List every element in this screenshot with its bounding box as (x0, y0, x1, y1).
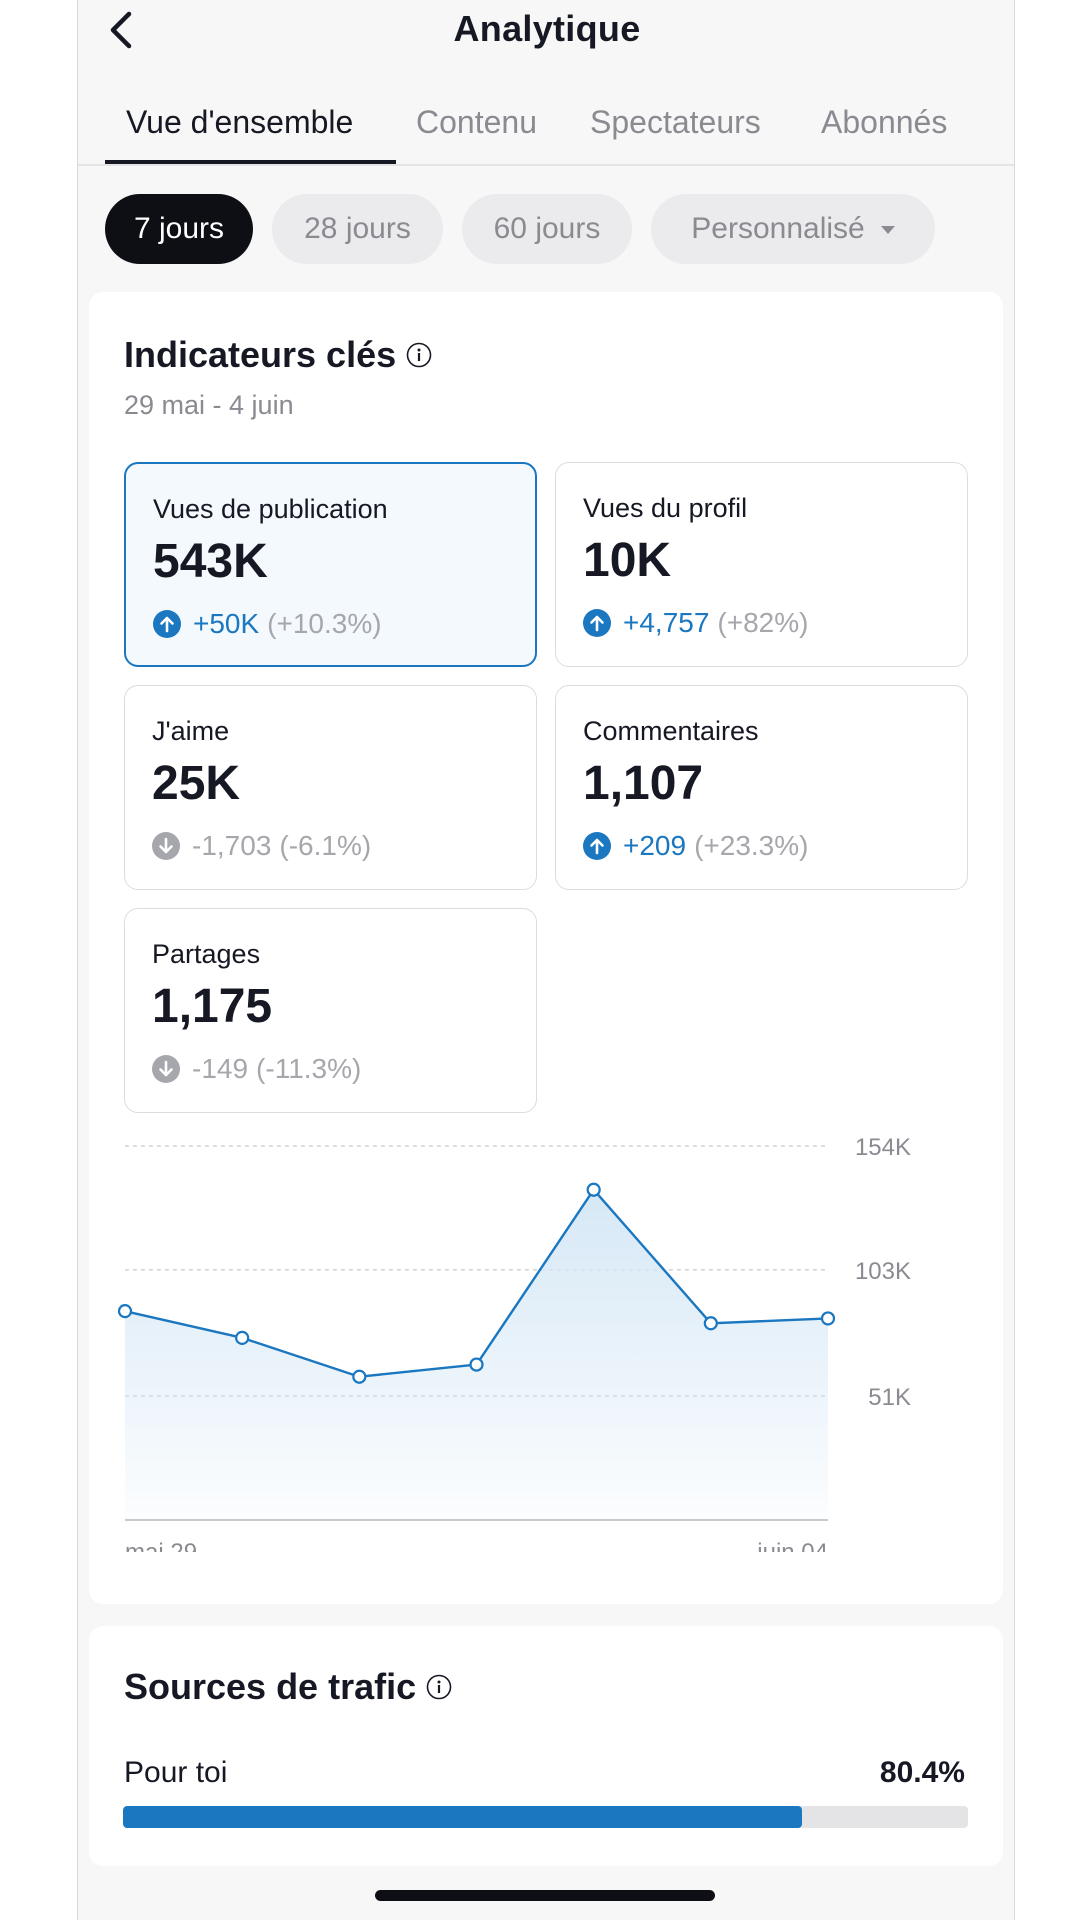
data-point (703, 1316, 718, 1331)
metric-value: 1,107 (583, 757, 704, 810)
metric-shares[interactable]: Partages 1,175 -149 (-11.3%) (124, 908, 537, 1113)
chevron-left-icon (110, 11, 132, 49)
y-tick-label: 51K (868, 1384, 911, 1411)
metric-delta: +4,757 (+82%) (583, 607, 808, 639)
metric-comments[interactable]: Commentaires 1,107 +209 (+23.3%) (555, 685, 968, 890)
analytics-screen: Analytique Vue d'ensemble Contenu Specta… (77, 0, 1015, 1920)
header: Analytique (78, 0, 1014, 60)
arrow-up-circle-icon (583, 609, 611, 637)
period-60-days[interactable]: 60 jours (462, 194, 632, 264)
delta-percent: (-6.1%) (279, 830, 372, 861)
x-tick-label: juin 04 (756, 1539, 828, 1552)
metric-label: Partages (152, 939, 261, 969)
metric-value: 10K (583, 534, 672, 587)
metric-value: 25K (152, 757, 241, 810)
delta-value: -149 (192, 1053, 249, 1084)
metric-value: 1,175 (152, 980, 273, 1033)
data-point (117, 1304, 133, 1319)
tab-followers[interactable]: Abonnés (821, 104, 948, 140)
traffic-sources-card: Sources de trafic Pour toi 80.4% (89, 1626, 1003, 1866)
metric-delta: +50K (+10.3%) (153, 608, 382, 640)
key-metrics-title-text: Indicateurs clés (124, 334, 397, 375)
data-point (352, 1369, 367, 1384)
metric-label: Vues du profil (583, 493, 748, 523)
delta-percent: (+82%) (717, 607, 809, 638)
data-point (820, 1311, 836, 1326)
traffic-source-percent: 80.4% (879, 1756, 965, 1789)
metric-delta: +209 (+23.3%) (583, 830, 808, 862)
tab-bar: Vue d'ensemble Contenu Spectateurs Abonn… (78, 90, 1014, 166)
arrow-down-circle-icon (152, 1055, 180, 1083)
traffic-title-text: Sources de trafic (124, 1666, 417, 1707)
data-point (586, 1182, 601, 1197)
arrow-up-circle-icon (583, 832, 611, 860)
tab-overview[interactable]: Vue d'ensemble (126, 104, 354, 140)
period-28-days[interactable]: 28 jours (272, 194, 443, 264)
back-button[interactable] (98, 4, 146, 56)
arrow-up-circle-icon (153, 610, 181, 638)
delta-value: +50K (193, 608, 260, 639)
info-icon[interactable] (406, 342, 432, 368)
metric-post-views[interactable]: Vues de publication 543K +50K (+10.3%) (124, 462, 537, 667)
y-tick-label: 154K (855, 1134, 911, 1161)
delta-value: +4,757 (623, 607, 710, 638)
post-views-chart: 154K 103K 51K mai 29 juin 04 (117, 1134, 911, 1552)
metric-delta: -1,703 (-6.1%) (152, 830, 371, 862)
period-selector: 7 jours 28 jours 60 jours Personnalisé (78, 194, 1014, 264)
tab-content[interactable]: Contenu (416, 104, 537, 140)
metric-label: Vues de publication (153, 494, 388, 524)
delta-percent: (+23.3%) (694, 830, 809, 861)
metric-likes[interactable]: J'aime 25K -1,703 (-6.1%) (124, 685, 537, 890)
traffic-progress-track (123, 1806, 968, 1828)
traffic-progress-fill (123, 1806, 803, 1828)
page-title: Analytique (453, 8, 641, 49)
info-icon[interactable] (426, 1674, 452, 1700)
key-metrics-card: Indicateurs clés 29 mai - 4 juin Vues de… (89, 292, 1003, 1604)
arrow-down-circle-icon (152, 832, 180, 860)
x-tick-label: mai 29 (125, 1539, 197, 1552)
delta-percent: (-11.3%) (256, 1053, 362, 1084)
y-tick-label: 103K (855, 1258, 911, 1285)
period-custom-label: Personnalisé (691, 212, 865, 245)
tab-viewers[interactable]: Spectateurs (590, 104, 761, 140)
key-metrics-title: Indicateurs clés (124, 334, 432, 376)
metric-profile-views[interactable]: Vues du profil 10K +4,757 (+82%) (555, 462, 968, 667)
delta-value: +209 (623, 830, 687, 861)
metric-label: J'aime (152, 716, 230, 746)
metric-delta: -149 (-11.3%) (152, 1053, 361, 1085)
delta-value: -1,703 (192, 830, 272, 861)
data-point (469, 1357, 484, 1372)
tabs-fade (956, 90, 1014, 164)
metric-value: 543K (153, 535, 268, 588)
caret-down-icon (880, 226, 895, 234)
active-tab-indicator (105, 160, 396, 164)
period-custom[interactable]: Personnalisé (651, 194, 935, 264)
home-indicator (375, 1890, 715, 1901)
traffic-source-label: Pour toi (124, 1756, 228, 1789)
delta-percent: (+10.3%) (267, 608, 382, 639)
period-7-days[interactable]: 7 jours (105, 194, 253, 264)
metric-label: Commentaires (583, 716, 759, 746)
date-range: 29 mai - 4 juin (124, 390, 294, 420)
series-area (125, 1189, 828, 1520)
traffic-title: Sources de trafic (124, 1666, 452, 1708)
data-point (235, 1330, 250, 1345)
